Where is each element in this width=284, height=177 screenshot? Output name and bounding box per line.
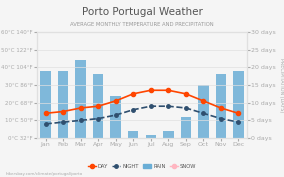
DAY (44, 112, 47, 114)
Bar (58, 71, 68, 138)
Text: AVERAGE MONTHLY TEMPERATURE AND PRECIPITATION: AVERAGE MONTHLY TEMPERATURE AND PRECIPIT… (70, 22, 214, 27)
DAY (114, 100, 118, 102)
DAY (149, 89, 153, 91)
DAY (131, 93, 135, 95)
Bar (163, 131, 174, 138)
NIGHT (131, 109, 135, 111)
Bar (93, 74, 103, 138)
DAY (166, 89, 170, 91)
Legend: DAY, NIGHT, RAIN, SNOW: DAY, NIGHT, RAIN, SNOW (85, 162, 199, 171)
Bar (110, 96, 121, 138)
Bar (198, 85, 208, 138)
DAY (202, 100, 205, 102)
Line: DAY: DAY (43, 88, 241, 115)
NIGHT (149, 105, 153, 107)
DAY (79, 107, 82, 109)
NIGHT (97, 118, 100, 120)
Bar (233, 71, 244, 138)
Text: Porto Portugal Weather: Porto Portugal Weather (82, 7, 202, 17)
DAY (62, 110, 65, 113)
NIGHT (202, 112, 205, 114)
Bar (216, 74, 226, 138)
DAY (237, 112, 240, 114)
Bar (145, 135, 156, 138)
Line: NIGHT: NIGHT (44, 104, 240, 126)
NIGHT (237, 121, 240, 123)
Bar (181, 117, 191, 138)
Bar (76, 60, 86, 138)
NIGHT (114, 114, 118, 116)
NIGHT (44, 123, 47, 125)
Text: hikersbay.com/climate/portugal/porto: hikersbay.com/climate/portugal/porto (6, 172, 83, 176)
DAY (184, 93, 187, 95)
NIGHT (184, 107, 187, 109)
NIGHT (219, 118, 223, 120)
Bar (40, 71, 51, 138)
NIGHT (79, 119, 82, 121)
NIGHT (166, 105, 170, 107)
Y-axis label: PRECIPITATION (DAYS): PRECIPITATION (DAYS) (279, 58, 284, 112)
Bar (128, 131, 139, 138)
DAY (97, 105, 100, 107)
DAY (219, 107, 223, 109)
NIGHT (62, 121, 65, 123)
